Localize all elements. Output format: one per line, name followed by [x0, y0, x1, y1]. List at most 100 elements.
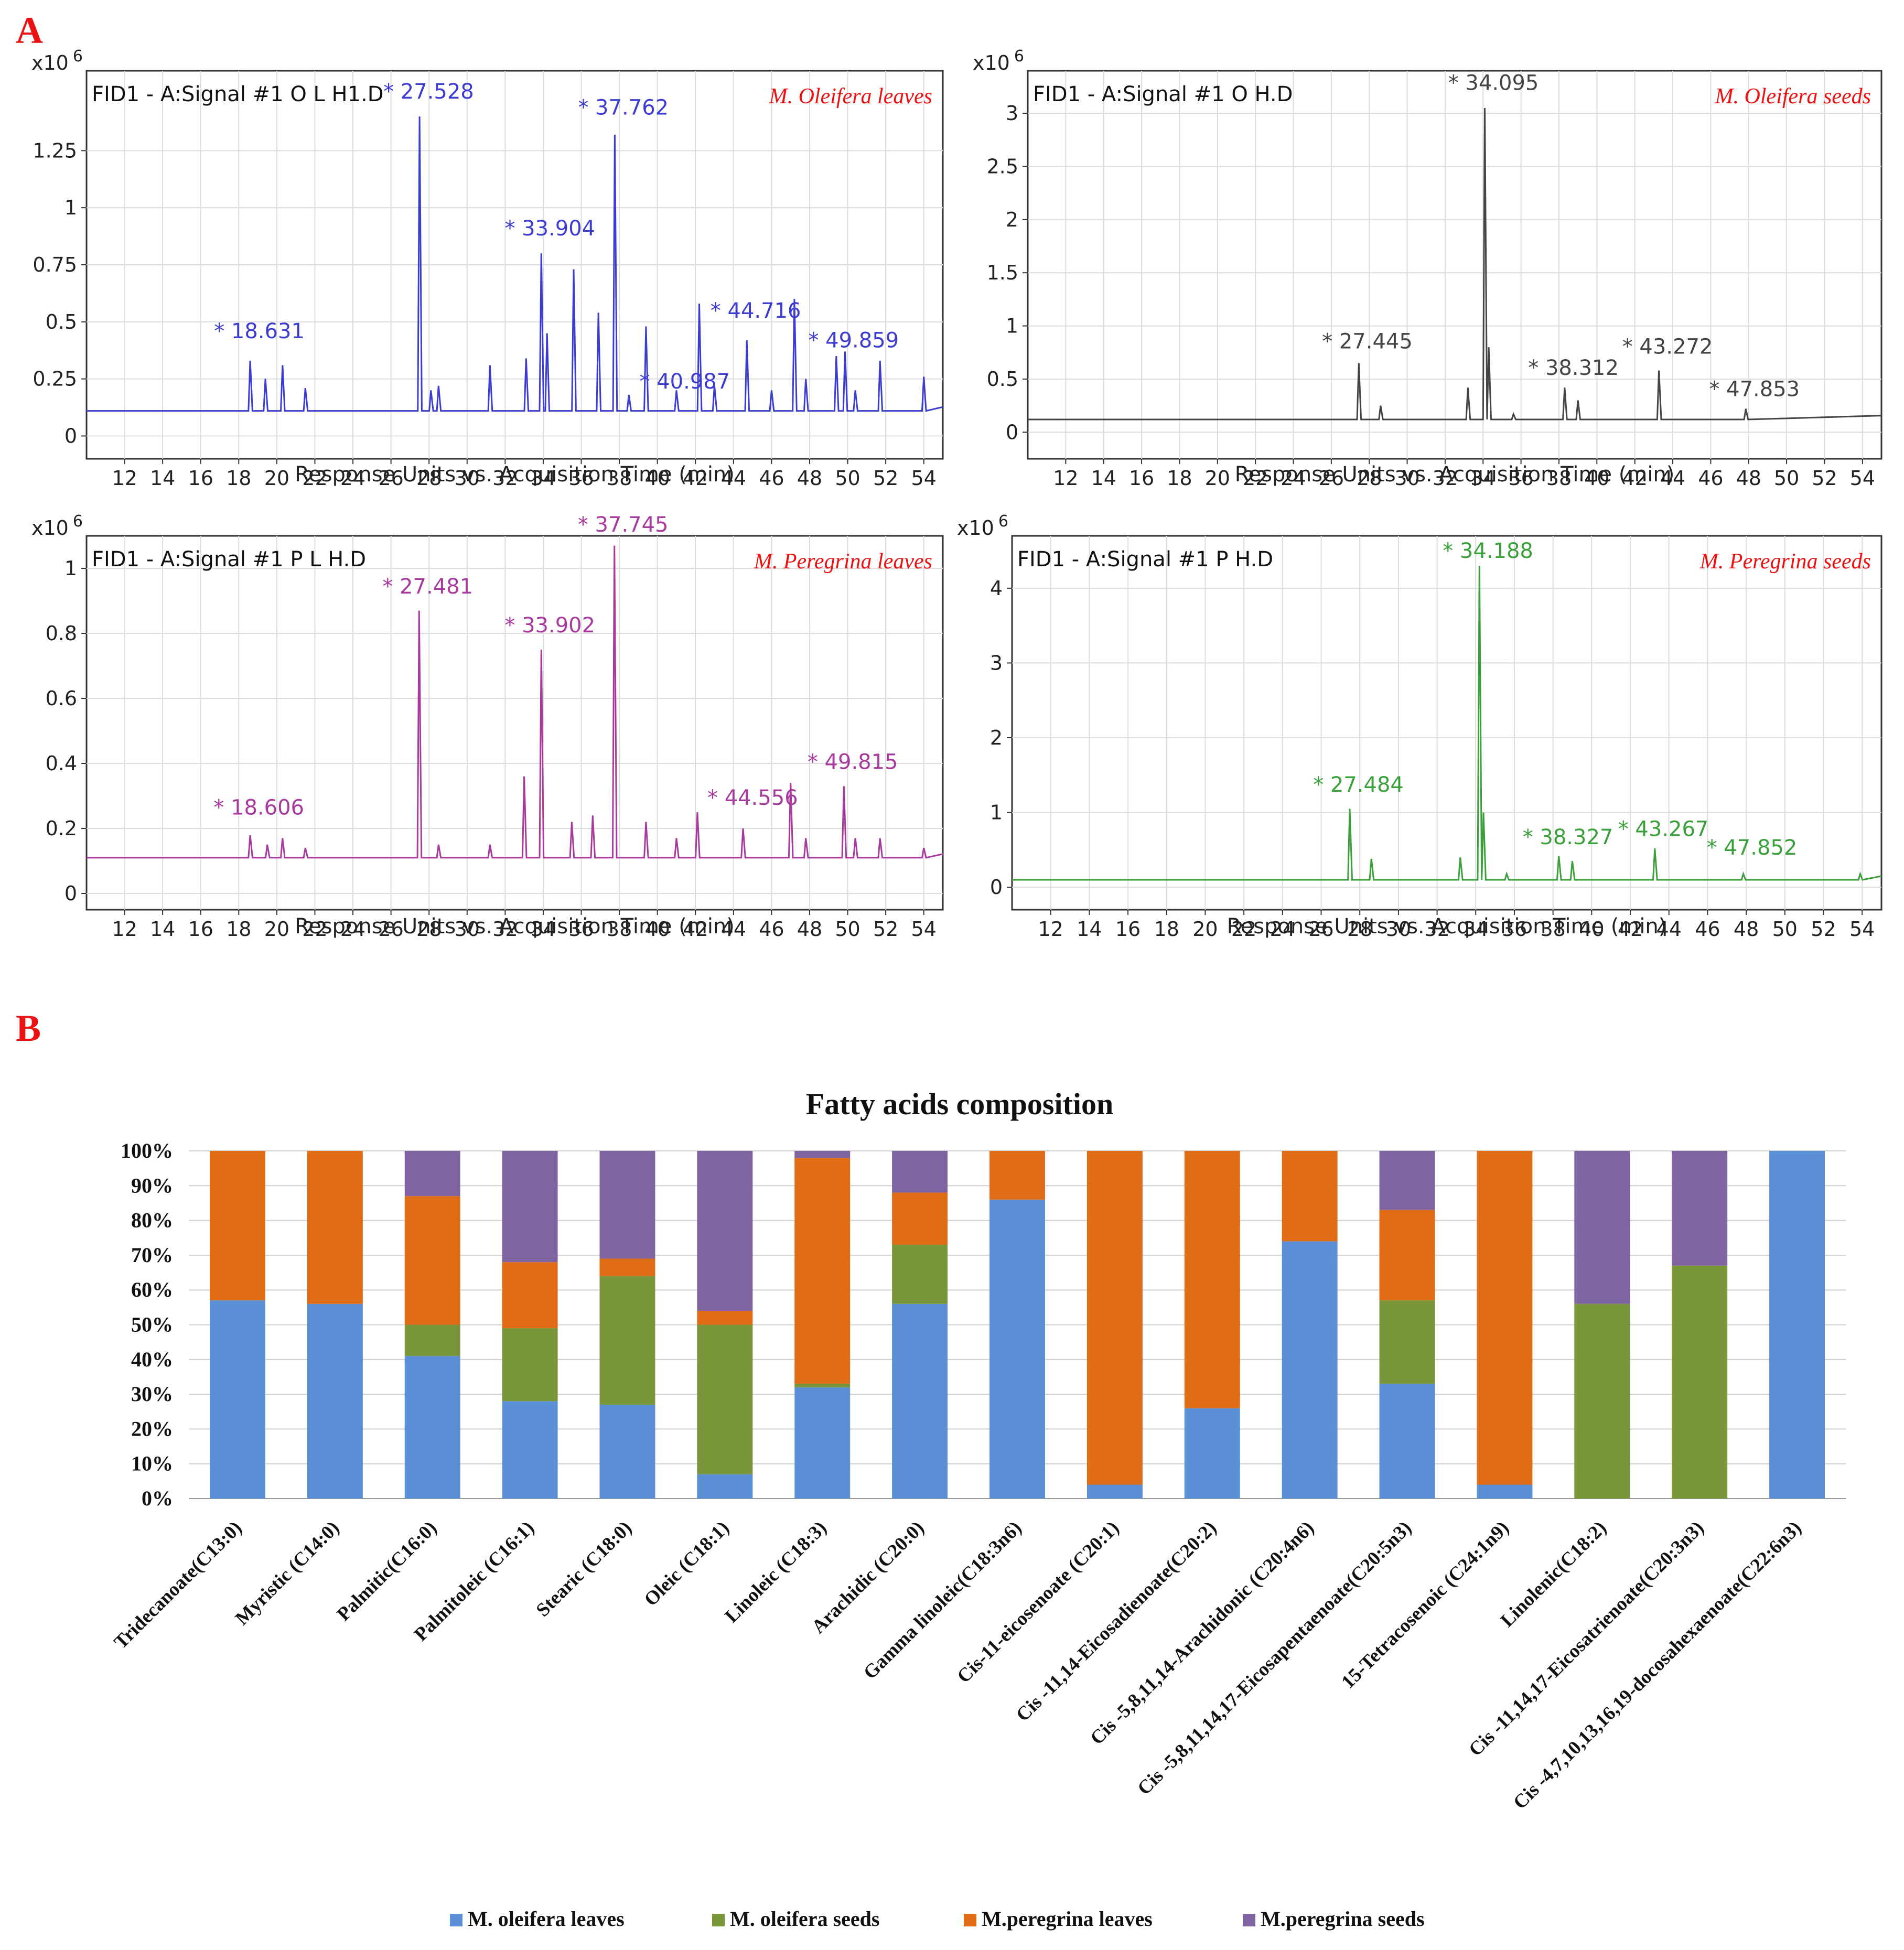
- bar-segment: [502, 1262, 558, 1329]
- x-tick-label: 44: [1660, 467, 1685, 490]
- x-tick-label: 34: [531, 918, 556, 941]
- multiplier-base: x10: [31, 516, 69, 540]
- bar-segment: [989, 1151, 1045, 1200]
- x-tick-label: 26: [1308, 918, 1333, 941]
- signal-title: FID1 - A:Signal #1 O L H1.D: [92, 82, 384, 106]
- bar-segment: [1477, 1484, 1533, 1499]
- x-tick-label: 46: [1698, 467, 1723, 490]
- x-tick-label: 32: [1433, 467, 1458, 490]
- x-tick-label: 26: [378, 467, 403, 490]
- x-tick-label: 42: [1618, 918, 1643, 941]
- peak-label: * 44.716: [711, 299, 801, 323]
- bar-segment: [307, 1151, 363, 1304]
- x-tick-label: 40: [1584, 467, 1609, 490]
- y-tick-label: 60%: [131, 1278, 173, 1301]
- x-tick-label: 42: [1622, 467, 1648, 490]
- bar-segment: [502, 1328, 558, 1402]
- bar-segment: [404, 1324, 460, 1356]
- x-tick-label: 38: [1540, 918, 1565, 941]
- y-tick-label: 3: [990, 651, 1003, 674]
- bar-segment: [1574, 1151, 1630, 1304]
- sample-name: M. Oleifera leaves: [769, 84, 932, 109]
- x-tick-label: 50: [1772, 918, 1798, 941]
- legend-swatch: [450, 1914, 462, 1926]
- peak-label: * 27.528: [383, 80, 474, 104]
- y-tick-label: 0.8: [46, 622, 77, 645]
- x-tick-label: 18: [226, 918, 251, 941]
- x-tick-label: 30: [455, 467, 480, 490]
- x-tick-label: 46: [759, 918, 784, 941]
- panel-b-letter: B: [16, 1007, 41, 1049]
- multiplier-exponent: 6: [1014, 47, 1024, 66]
- y-tick-label: 0.4: [46, 752, 77, 775]
- x-tick-label: 52: [1811, 918, 1836, 941]
- chromatogram-trace: [87, 116, 943, 412]
- y-multiplier: x10 6: [973, 47, 1024, 74]
- bar-segment: [404, 1151, 460, 1197]
- x-tick-label: 40: [644, 467, 670, 490]
- y-tick-label: 0.25: [33, 368, 77, 391]
- chromatogram-trace: [1028, 107, 1881, 421]
- y-tick-label: 0.6: [46, 687, 77, 710]
- bar-segment: [599, 1151, 655, 1259]
- y-tick-label: 1: [64, 196, 77, 219]
- bar-segment: [1379, 1151, 1435, 1210]
- y-tick-label: 0: [64, 882, 77, 905]
- bar-segment: [892, 1192, 948, 1245]
- bar-segment: [697, 1324, 753, 1474]
- x-tick-label: 14: [1091, 467, 1116, 490]
- x-tick-label: 16: [1129, 467, 1154, 490]
- x-tick-label: 12: [1038, 918, 1063, 941]
- x-tick-label: 36: [1502, 918, 1527, 941]
- x-tick-label: 16: [188, 918, 213, 941]
- x-tick-label: 54: [1850, 467, 1875, 490]
- x-tick-label: 32: [1424, 918, 1449, 941]
- peak-label: * 27.481: [382, 575, 473, 599]
- legend-swatch: [964, 1914, 976, 1926]
- x-tick-label: 48: [1736, 467, 1761, 490]
- x-axis-title: Response Units vs. Acquisition Time (min…: [295, 462, 735, 487]
- y-tick-label: 4: [990, 577, 1003, 600]
- x-tick-label: 50: [1774, 467, 1799, 490]
- legend-swatch: [712, 1914, 725, 1926]
- x-tick-label: 54: [1849, 918, 1875, 941]
- peak-label: * 34.188: [1443, 539, 1533, 563]
- bar-segment: [794, 1158, 851, 1384]
- legend-item: M.peregrina seeds: [1243, 1907, 1425, 1931]
- bar-segment: [697, 1310, 753, 1325]
- y-tick-label: 0: [1006, 421, 1018, 444]
- chromatogram-os: 12 14 16 18 20 22 24 26 28 30 32 34 36 38 40 42 44 46 48 50…: [973, 47, 1883, 490]
- peak-label: * 38.312: [1528, 356, 1619, 380]
- chromatogram-trace: [87, 545, 943, 859]
- multiplier-base: x10: [31, 51, 69, 74]
- x-tick-label: 26: [378, 918, 403, 941]
- x-tick-label: 32: [492, 918, 518, 941]
- x-tick-label: 28: [416, 918, 442, 941]
- y-tick-label: 90%: [131, 1173, 173, 1197]
- peak-label: * 27.484: [1313, 773, 1404, 797]
- x-tick-label: 44: [721, 467, 746, 490]
- x-tick-label: 38: [607, 467, 632, 490]
- peak-label: * 38.327: [1523, 825, 1613, 849]
- x-tick-label: 36: [568, 467, 594, 490]
- signal-title: FID1 - A:Signal #1 P L H.D: [92, 547, 366, 572]
- x-tick-label: 34: [1463, 918, 1488, 941]
- x-tick-label: 30: [455, 918, 480, 941]
- bar-segment: [697, 1151, 753, 1311]
- bar-segment: [697, 1474, 753, 1499]
- bar-segment: [1379, 1384, 1435, 1499]
- x-tick-label: 12: [1053, 467, 1078, 490]
- x-tick-label: 24: [340, 467, 365, 490]
- x-tick-label: 32: [492, 467, 518, 490]
- bar-segment: [1282, 1241, 1338, 1499]
- y-tick-label: 0: [64, 424, 77, 447]
- y-multiplier: x10 6: [957, 512, 1008, 540]
- x-tick-label: 54: [911, 467, 937, 490]
- peak-label: * 33.902: [504, 613, 595, 638]
- x-tick-label: 46: [759, 467, 784, 490]
- x-tick-label: 40: [1579, 918, 1604, 941]
- peak-label: * 40.987: [639, 370, 730, 394]
- x-tick-label: 12: [112, 918, 137, 941]
- x-axis-title: Response Units vs. Acquisition Time (min…: [1227, 914, 1667, 939]
